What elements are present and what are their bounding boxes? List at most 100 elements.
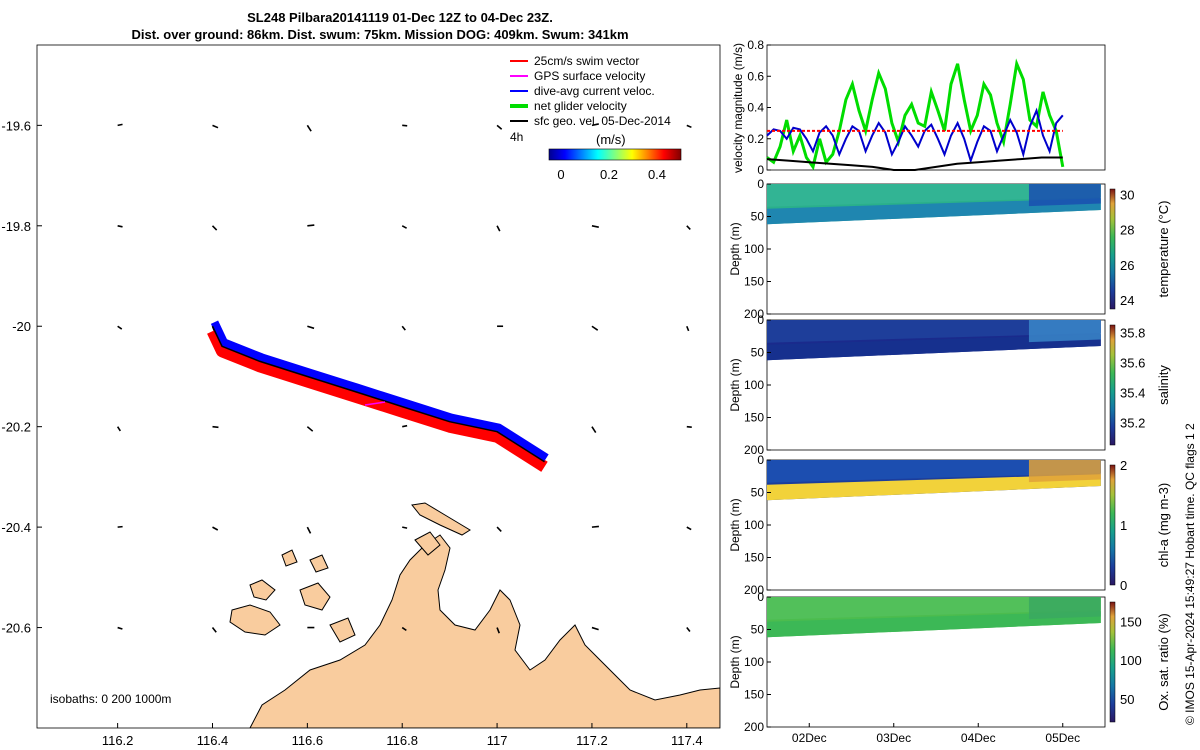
current-arrow	[686, 124, 692, 129]
current-arrow	[307, 325, 315, 330]
coastline-group	[229, 502, 720, 728]
y-tick-label: 150	[744, 551, 764, 565]
isobath-legend: isobaths: 0 200 1000m	[50, 692, 171, 706]
y-tick-label: 50	[751, 210, 765, 224]
y-tick-label: 0	[757, 313, 764, 327]
x-tick-label: 116.6	[292, 733, 324, 748]
colorbar-tick-label: 24	[1120, 293, 1134, 308]
island-4	[329, 617, 356, 643]
island-5	[414, 531, 441, 556]
x-tick-label: 116.4	[197, 733, 229, 748]
colorbar-tick-label: 100	[1120, 653, 1142, 668]
legend-label: net glider velocity	[534, 99, 627, 113]
colorbar-tick-label: 150	[1120, 614, 1142, 629]
colorbar-tick-label: 35.2	[1120, 416, 1145, 431]
colorbar-tick-label: 35.4	[1120, 386, 1145, 401]
current-arrow	[686, 325, 690, 332]
current-arrow	[211, 225, 218, 231]
x-tick-label: 04Dec	[961, 731, 996, 745]
current-arrow	[306, 426, 314, 432]
current-arrow	[686, 526, 692, 531]
legend-label: dive-avg current veloc.	[534, 84, 655, 98]
mainland-shape	[249, 534, 720, 728]
current-arrow	[496, 526, 502, 532]
current-arrow	[402, 526, 408, 529]
current-arrow	[591, 123, 599, 127]
colorbar-tick-label: 0	[1120, 578, 1127, 593]
y-tick-label: 150	[744, 275, 764, 289]
island-2	[299, 582, 331, 611]
x-tick-label: 117	[487, 733, 508, 748]
y-tick-label: 0.2	[747, 132, 764, 146]
island-0	[411, 502, 471, 536]
y-tick-label: -20.2	[1, 420, 31, 435]
current-arrow	[212, 124, 219, 129]
map-panel: 116.2 116.4 116.6 116.8 117 117.2 117.4 -19.6 -1…	[1, 44, 721, 748]
y-tick-label: 0.8	[747, 38, 764, 52]
map-axes-frame	[36, 44, 721, 729]
y-tick-label: 150	[744, 688, 764, 702]
x-tick-label: 117.2	[576, 733, 608, 748]
section-patch	[1028, 184, 1101, 207]
y-tick-label: -20.6	[1, 621, 31, 636]
colorbar-tick-label: 50	[1120, 692, 1134, 707]
colorbar-tick-label: 0	[557, 167, 564, 182]
section-layer-deep	[767, 611, 1101, 638]
section-panel: 0 50 100 150 200 Depth (m) 50 100 150 Ox. sat. ra…	[728, 590, 1171, 734]
current-arrow	[591, 426, 597, 433]
gps-velocity-arrow	[364, 401, 386, 406]
y-axis-label: Depth (m)	[728, 498, 742, 551]
swim-vector-band	[207, 328, 548, 472]
y-tick-label: 200	[744, 720, 764, 734]
current-arrow	[212, 425, 219, 429]
current-arrow	[117, 325, 123, 330]
current-vector-band	[210, 320, 549, 462]
colorbar	[1109, 601, 1116, 723]
current-arrow	[686, 627, 691, 632]
section-layer-upper	[767, 184, 1101, 207]
current-arrow	[686, 225, 691, 230]
legend-label: 25cm/s swim vector	[534, 54, 639, 68]
colorbar-label: chl-a (mg m-3)	[1156, 483, 1171, 568]
colorbar-tick-label: 0.2	[600, 167, 618, 182]
series-line	[766, 156, 1063, 171]
current-arrow	[401, 325, 406, 331]
section-layer-upper	[767, 460, 1101, 483]
colorbar-note: 4h	[510, 130, 523, 144]
y-tick-label: -19.6	[1, 118, 31, 133]
y-tick-label: 150	[744, 411, 764, 425]
section-patch	[1028, 460, 1101, 483]
island-6	[309, 554, 329, 573]
y-tick-label: 200	[744, 307, 764, 321]
x-tick-label: 116.8	[386, 733, 418, 748]
colorbar-tick-label: 2	[1120, 458, 1127, 473]
y-tick-label: 100	[744, 378, 764, 392]
x-tick-label: 117.4	[671, 733, 703, 748]
y-tick-label: -20	[12, 319, 31, 334]
y-tick-label: 0.6	[747, 69, 764, 83]
y-axis-label: Depth (m)	[728, 635, 742, 688]
colorbar-label: temperature (°C)	[1156, 201, 1171, 298]
colorbar-tick-label: 30	[1120, 187, 1134, 202]
y-tick-label: 200	[744, 443, 764, 457]
current-arrow	[307, 224, 315, 227]
island-1	[229, 604, 281, 636]
section-patch	[1028, 597, 1101, 620]
current-arrow	[496, 225, 501, 232]
y-tick-label: 0	[757, 163, 764, 177]
chart-title: SL248 Pilbara20141119 01-Dec 12Z to 04-D…	[247, 10, 553, 25]
current-arrow	[496, 627, 500, 634]
current-arrow	[402, 424, 408, 428]
colorbar-label: (m/s)	[596, 132, 626, 147]
colorbar	[1109, 188, 1116, 310]
y-tick-label: 100	[744, 655, 764, 669]
colorbar	[1109, 464, 1116, 586]
current-arrow	[591, 325, 599, 331]
colorbar-tick-label: 26	[1120, 258, 1134, 273]
current-arrow	[117, 225, 123, 228]
island-3	[249, 579, 276, 601]
current-arrow	[212, 526, 219, 531]
